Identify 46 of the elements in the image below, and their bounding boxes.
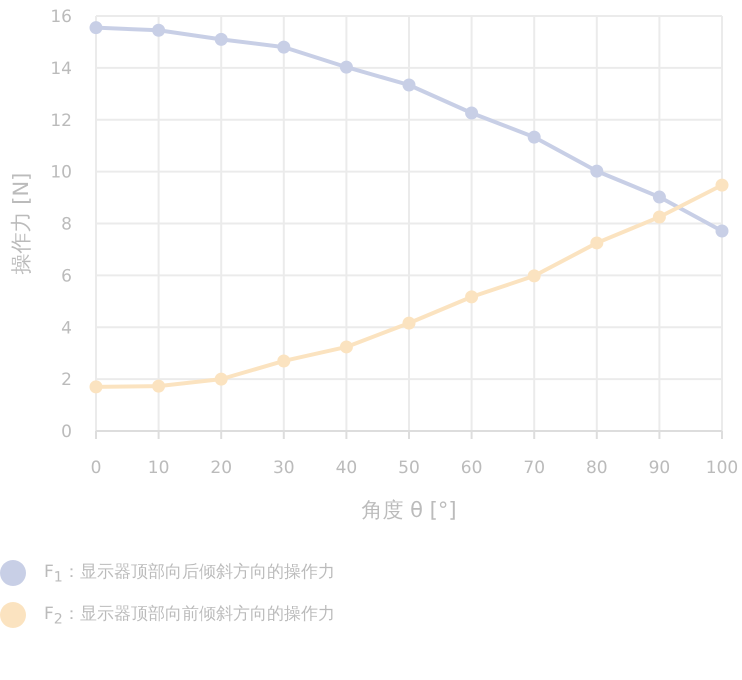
y-tick-label: 6: [61, 266, 72, 286]
point: [90, 21, 102, 34]
y-axis-title: 操作力 [N]: [9, 172, 33, 274]
y-tick-label: 4: [61, 318, 72, 338]
y-tick-label: 12: [50, 110, 72, 131]
y-tick-label: 2: [61, 370, 72, 390]
point: [528, 130, 541, 144]
legend-label: F$_{2}$：显示器顶部向前倾斜方向的操作力: [44, 603, 335, 628]
point: [402, 78, 416, 92]
point: [340, 60, 353, 74]
point: [277, 40, 290, 54]
point: [214, 372, 228, 386]
point: [652, 190, 666, 204]
x-tick-label: 40: [336, 458, 358, 478]
x-tick-label: 80: [586, 458, 608, 478]
y-tick-label: 14: [50, 58, 72, 79]
point: [340, 340, 353, 354]
point: [214, 32, 228, 46]
point: [652, 210, 666, 224]
x-tick-label: 50: [398, 458, 420, 478]
y-tick-label: 8: [61, 214, 72, 234]
x-tick-label: 20: [210, 458, 232, 478]
x-tick-label: 60: [460, 458, 482, 478]
point: [152, 380, 166, 393]
point: [90, 380, 102, 394]
point: [716, 224, 728, 238]
x-tick-label: 30: [272, 458, 295, 478]
x-tick-label: 100: [706, 458, 738, 478]
x-tick-label: 90: [648, 458, 670, 478]
point: [716, 178, 728, 192]
legend-label: F$_{1}$：显示器顶部向后倾斜方向的操作力: [44, 561, 335, 586]
x-axis-title: 角度 θ [°]: [361, 498, 457, 522]
point: [590, 164, 604, 178]
point: [152, 24, 166, 37]
x-tick-label: 10: [148, 458, 170, 478]
y-tick-label: 10: [50, 162, 72, 183]
point: [590, 236, 604, 250]
point: [402, 316, 416, 330]
y-tick-label: 0: [61, 422, 72, 442]
x-tick-label: 70: [523, 458, 546, 478]
point: [277, 354, 290, 368]
x-tick-label: 0: [90, 458, 102, 478]
point: [528, 269, 541, 282]
y-tick-label: 16: [50, 7, 72, 27]
point: [465, 106, 478, 120]
point: [465, 290, 478, 304]
